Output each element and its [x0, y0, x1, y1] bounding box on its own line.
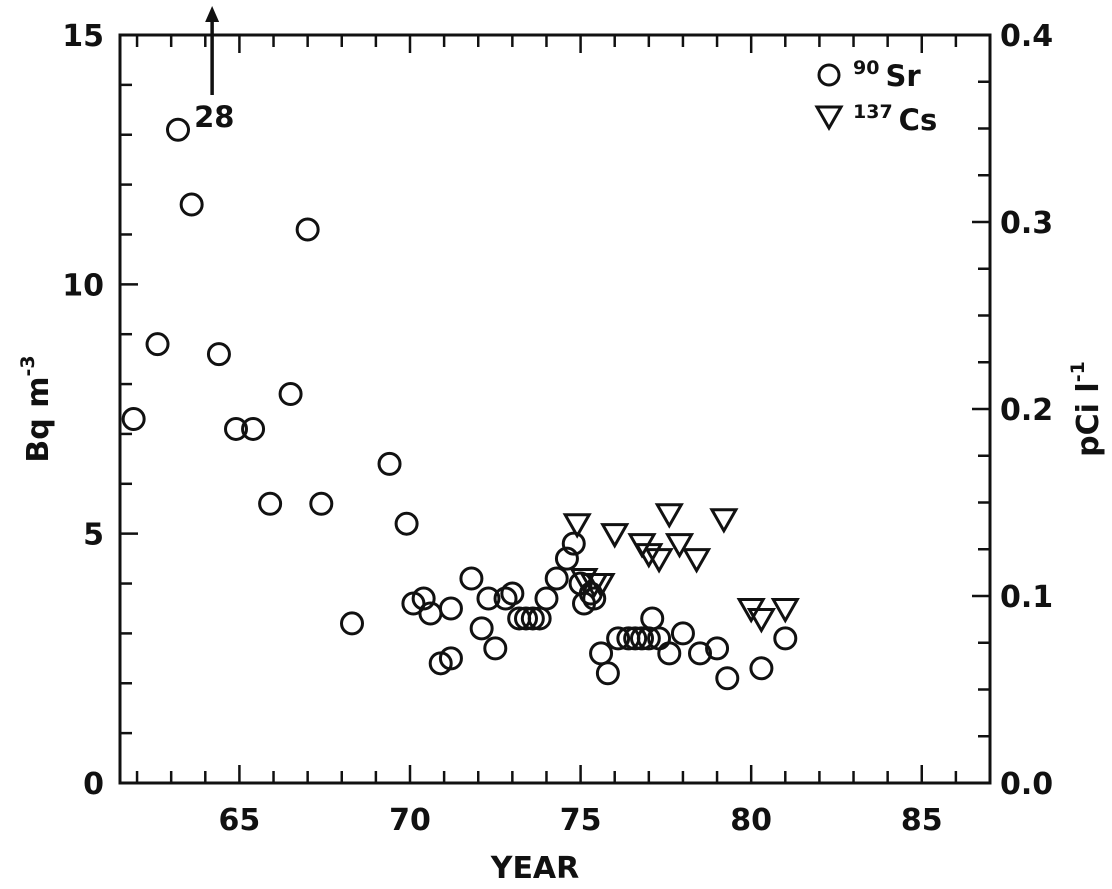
legend-label-cs: 137 Cs [853, 101, 937, 137]
data-point-sr [309, 491, 334, 516]
data-point-cs [664, 533, 695, 559]
data-point-sr [500, 581, 525, 606]
data-point-sr [749, 656, 774, 681]
x-tick-label: 80 [730, 803, 772, 838]
data-point-cs [569, 568, 599, 594]
data-point-sr [657, 641, 682, 666]
y-left-tick-label: 15 [62, 19, 104, 54]
data-point-cs [562, 513, 592, 539]
y-right-tick-label: 0.4 [1000, 19, 1053, 54]
y-right-tick-label: 0.2 [1000, 393, 1053, 428]
data-point-cs [634, 543, 664, 569]
legend-marker-cs [814, 105, 844, 132]
data-point-sr [459, 566, 484, 591]
data-point-sr [241, 416, 266, 441]
y-right-tick-label: 0.1 [1000, 580, 1053, 615]
data-point-cs [746, 607, 776, 634]
y-right-tick-label: 0.3 [1000, 206, 1053, 241]
series-sr-points [121, 117, 798, 691]
data-point-sr [595, 661, 620, 686]
y-right-axis-ticks: 0.0 0.1 0.2 0.3 0.4 [972, 19, 1053, 802]
data-point-sr [278, 382, 303, 407]
data-point-cs [654, 503, 684, 529]
data-point-cs [709, 508, 739, 534]
data-point-sr [438, 646, 463, 671]
data-point-sr [121, 406, 146, 431]
annotation-arrow-head [205, 6, 220, 22]
annotation-arrow: 28 [194, 6, 234, 134]
data-point-sr [705, 636, 730, 661]
x-tick-label: 65 [219, 803, 261, 838]
y-left-tick-label: 5 [83, 518, 104, 553]
data-point-sr [514, 606, 538, 631]
legend-marker-sr [817, 63, 841, 87]
data-point-sr [394, 511, 419, 536]
data-point-sr [224, 416, 248, 441]
data-point-sr [166, 117, 190, 142]
data-point-sr [623, 626, 648, 651]
data-point-sr [469, 616, 494, 641]
y-left-axis-title: Bq m-3 [17, 355, 56, 462]
data-point-sr [630, 626, 654, 651]
data-point-cs [586, 573, 616, 599]
data-point-sr [534, 586, 559, 611]
data-point-sr [179, 192, 204, 217]
data-point-sr [589, 641, 614, 666]
series-cs-points [562, 503, 800, 634]
x-minor-ticks [135, 35, 992, 783]
data-point-sr [773, 626, 798, 651]
x-tick-label: 70 [389, 803, 431, 838]
data-point-sr [688, 641, 712, 666]
data-point-sr [670, 621, 695, 646]
data-point-sr [715, 666, 740, 691]
legend-label-sr: 90 Sr [853, 57, 921, 93]
data-point-sr [340, 611, 364, 636]
data-point-cs [770, 597, 800, 624]
data-point-sr [258, 491, 283, 516]
data-point-sr [438, 596, 463, 621]
data-point-cs [600, 523, 630, 549]
annotation-label: 28 [194, 100, 234, 134]
data-point-cs [644, 548, 674, 574]
y-left-tick-label: 0 [83, 767, 104, 802]
data-point-sr [582, 586, 607, 611]
data-point-sr [606, 626, 631, 651]
data-point-sr [377, 451, 402, 476]
data-point-sr [520, 606, 545, 631]
y-right-axis-title: pCi l-1 [1067, 361, 1106, 457]
data-point-sr [554, 546, 579, 571]
data-point-sr [206, 342, 231, 367]
legend: 90 Sr 137 Cs [814, 57, 937, 137]
data-point-sr [640, 606, 665, 631]
x-axis-ticks: 65 70 75 80 85 [219, 803, 943, 838]
x-axis-title: YEAR [490, 851, 580, 886]
data-point-sr [476, 586, 501, 611]
data-point-sr [145, 332, 170, 357]
data-point-sr [561, 531, 586, 556]
data-point-sr [493, 586, 518, 611]
data-point-cs [682, 548, 712, 574]
data-point-sr [411, 586, 436, 611]
y-left-axis-ticks: 0 5 10 15 [62, 19, 138, 802]
x-tick-label: 75 [560, 803, 602, 838]
data-point-sr [483, 636, 508, 661]
y-right-tick-label: 0.0 [1000, 767, 1053, 802]
data-point-sr [544, 566, 569, 591]
x-tick-label: 85 [901, 803, 943, 838]
y-left-tick-label: 10 [62, 268, 104, 303]
data-point-sr [295, 217, 320, 242]
plot-frame [118, 33, 992, 785]
